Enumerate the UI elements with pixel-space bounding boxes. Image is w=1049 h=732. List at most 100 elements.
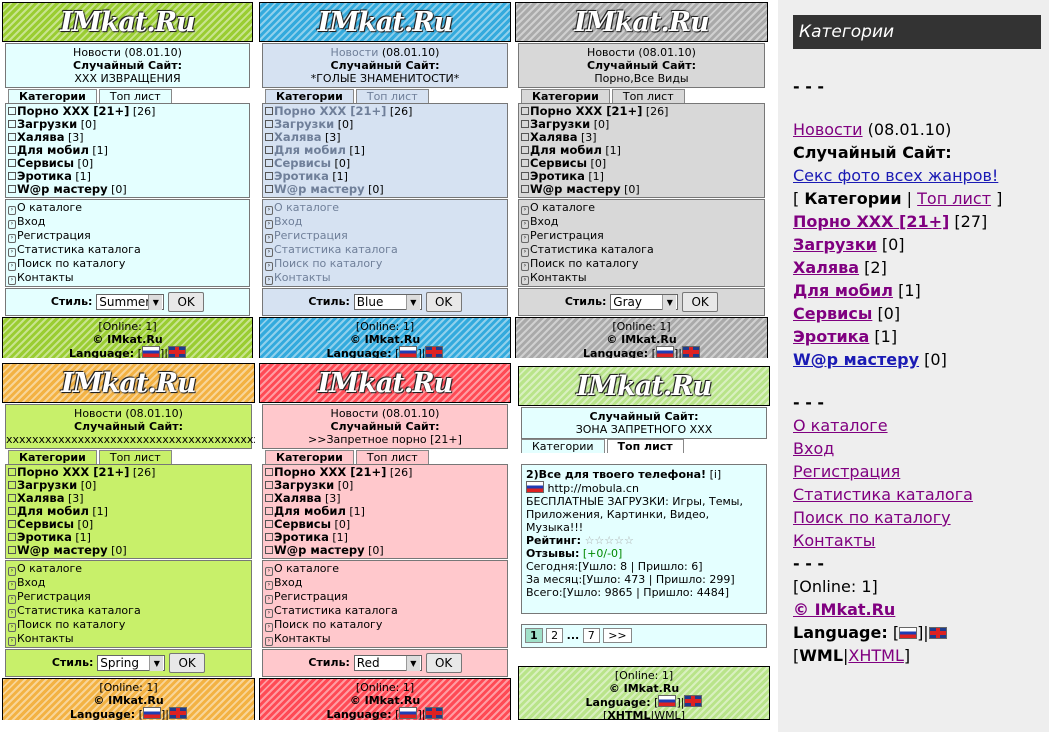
info-link-label[interactable]: Поиск по каталогу	[17, 618, 126, 631]
english-flag-icon[interactable]	[425, 707, 444, 719]
category-item[interactable]: Для мобил [1]	[8, 144, 247, 157]
ok-button[interactable]: OK	[169, 653, 206, 673]
category-name[interactable]: Порно XXX [21+]	[17, 465, 130, 479]
info-link-label[interactable]: Вход	[17, 215, 46, 228]
russian-flag-icon[interactable]	[899, 627, 918, 639]
info-link-label[interactable]: Регистрация	[530, 229, 604, 242]
style-select[interactable]: Red	[353, 655, 422, 671]
sidebar-category-link[interactable]: Сервисы	[793, 304, 873, 323]
copyright-link[interactable]: © IMkat.Ru	[349, 694, 421, 707]
info-link-item[interactable]: › Вход	[265, 576, 505, 590]
ok-button[interactable]: OK	[425, 292, 462, 312]
info-link-item[interactable]: › Контакты	[521, 271, 762, 285]
category-item[interactable]: Халява [3]	[521, 131, 762, 144]
page-2[interactable]: 2	[546, 628, 564, 643]
info-link-item[interactable]: › Контакты	[8, 632, 249, 646]
category-name[interactable]: W@p мастеру	[274, 182, 365, 196]
info-link-item[interactable]: › Вход	[8, 576, 249, 590]
category-item[interactable]: Сервисы [0]	[8, 518, 249, 531]
category-item[interactable]: Для мобил [1]	[265, 505, 505, 518]
info-link-label[interactable]: Контакты	[274, 271, 331, 284]
page-7[interactable]: 7	[582, 628, 600, 643]
category-item[interactable]: W@p мастеру [0]	[8, 183, 247, 196]
info-link-label[interactable]: Поиск по каталогу	[274, 618, 383, 631]
info-link-label[interactable]: Контакты	[17, 271, 74, 284]
info-link-item[interactable]: › Вход	[265, 215, 505, 229]
sidebar-category-link[interactable]: W@p мастеру	[793, 350, 920, 369]
random-site-link[interactable]: Порно,Все Виды	[594, 72, 689, 85]
category-item[interactable]: W@p мастеру [0]	[265, 183, 505, 196]
category-item[interactable]: W@p мастеру [0]	[521, 183, 762, 196]
russian-flag-icon[interactable]	[655, 346, 674, 358]
category-name[interactable]: Сервисы	[530, 156, 588, 170]
category-item[interactable]: Порно XXX [21+] [26]	[8, 105, 247, 118]
category-name[interactable]: Халява	[17, 130, 65, 144]
news-link[interactable]: Новости	[74, 407, 122, 420]
site-logo[interactable]: IMkat.Ru	[576, 370, 713, 402]
category-item[interactable]: Халява [3]	[265, 131, 505, 144]
russian-flag-icon[interactable]	[399, 346, 418, 358]
sidebar-info-link[interactable]: Контакты	[793, 531, 876, 550]
category-item[interactable]: Для мобил [1]	[8, 505, 249, 518]
category-name[interactable]: Для мобил	[530, 143, 602, 157]
style-select[interactable]: Spring	[97, 655, 166, 671]
info-link-label[interactable]: Вход	[17, 576, 46, 589]
info-link-item[interactable]: › Поиск по каталогу	[265, 257, 505, 271]
site-logo[interactable]: IMkat.Ru	[317, 367, 454, 399]
info-link-item[interactable]: › Поиск по каталогу	[8, 257, 247, 271]
category-name[interactable]: Эротика	[17, 169, 72, 183]
sidebar-category-item[interactable]: Для мобил [1]	[793, 279, 1043, 302]
sidebar-info-link[interactable]: Статистика каталога	[793, 485, 973, 504]
page-next[interactable]: >>	[603, 628, 632, 643]
random-site-link[interactable]: XXX ИЗВРАЩЕНИЯ	[74, 72, 181, 85]
category-name[interactable]: Халява	[274, 130, 322, 144]
english-flag-icon[interactable]	[168, 707, 187, 719]
category-name[interactable]: Для мобил	[17, 143, 89, 157]
info-link-item[interactable]: › О каталоге	[8, 562, 249, 576]
sidebar-news-link[interactable]: Новости	[793, 120, 863, 139]
tab-categories[interactable]: Категории	[521, 439, 605, 453]
copyright-link[interactable]: © IMkat.Ru	[92, 333, 163, 346]
copyright-link[interactable]: © IMkat.Ru	[606, 333, 677, 346]
category-name[interactable]: Загрузки	[17, 478, 78, 492]
category-name[interactable]: Халява	[530, 130, 578, 144]
ok-button[interactable]: OK	[168, 292, 205, 312]
site-logo-header[interactable]: IMkat.Ru	[259, 2, 511, 42]
info-link-item[interactable]: › О каталоге	[8, 201, 247, 215]
category-item[interactable]: Эротика [1]	[521, 170, 762, 183]
info-link-label[interactable]: Контакты	[530, 271, 587, 284]
info-link-item[interactable]: › Регистрация	[265, 229, 505, 243]
category-name[interactable]: Загрузки	[274, 478, 335, 492]
info-link-label[interactable]: Регистрация	[274, 590, 348, 603]
category-item[interactable]: Для мобил [1]	[521, 144, 762, 157]
info-link-label[interactable]: Статистика каталога	[530, 243, 654, 256]
category-name[interactable]: Порно XXX [21+]	[274, 104, 387, 118]
random-site-link[interactable]: ЗОНА ЗАПРЕТНОГО XXX	[575, 423, 713, 436]
info-link-item[interactable]: › О каталоге	[521, 201, 762, 215]
info-link-item[interactable]: › Статистика каталога	[8, 604, 249, 618]
info-link-label[interactable]: О каталоге	[530, 201, 595, 214]
tab-toplist[interactable]: Топ лист	[611, 89, 685, 103]
category-name[interactable]: Сервисы	[274, 156, 332, 170]
random-site-link[interactable]: xxxxxxxxxxxxxxxxxxxxxxxxxxxxxxxxxxxxxxxx…	[6, 433, 255, 446]
category-item[interactable]: Халява [3]	[265, 492, 505, 505]
info-link-label[interactable]: Вход	[274, 215, 303, 228]
news-link[interactable]: Новости	[330, 407, 379, 420]
info-link-item[interactable]: › Вход	[521, 215, 762, 229]
sidebar-random-site[interactable]: Секс фото всех жанров!	[793, 166, 999, 185]
site-logo[interactable]: IMkat.Ru	[60, 6, 196, 38]
sidebar-category-item[interactable]: Порно XXX [21+] [27]	[793, 210, 1043, 233]
category-item[interactable]: Загрузки [0]	[8, 479, 249, 492]
info-link-label[interactable]: Вход	[274, 576, 303, 589]
category-item[interactable]: Сервисы [0]	[8, 157, 247, 170]
news-link[interactable]: Новости	[587, 46, 635, 59]
russian-flag-icon[interactable]	[399, 707, 418, 719]
reviews-value[interactable]: [+0/-0]	[582, 547, 623, 560]
tab-toplist[interactable]: Топ лист	[98, 450, 172, 464]
category-name[interactable]: Загрузки	[17, 117, 78, 131]
category-item[interactable]: Загрузки [0]	[265, 479, 505, 492]
category-name[interactable]: Загрузки	[530, 117, 591, 131]
category-name[interactable]: Эротика	[530, 169, 585, 183]
tab-categories[interactable]: Категории	[521, 89, 610, 103]
category-item[interactable]: W@p мастеру [0]	[8, 544, 249, 557]
